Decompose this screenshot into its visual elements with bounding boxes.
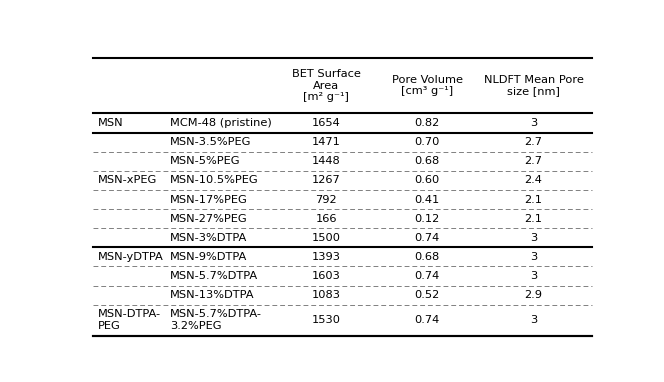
Text: MSN-10.5%PEG: MSN-10.5%PEG xyxy=(171,175,259,185)
Text: 1267: 1267 xyxy=(311,175,341,185)
Text: 2.4: 2.4 xyxy=(525,175,542,185)
Text: 2.1: 2.1 xyxy=(525,194,542,204)
Text: MSN-5%PEG: MSN-5%PEG xyxy=(171,156,241,166)
Text: MSN-9%DTPA: MSN-9%DTPA xyxy=(171,252,248,262)
Text: MSN-5.7%DTPA-
3.2%PEG: MSN-5.7%DTPA- 3.2%PEG xyxy=(171,309,262,331)
Text: 2.1: 2.1 xyxy=(525,214,542,223)
Text: Pore Volume
[cm³ g⁻¹]: Pore Volume [cm³ g⁻¹] xyxy=(392,75,463,96)
Text: 1654: 1654 xyxy=(311,118,341,128)
Text: 1603: 1603 xyxy=(311,271,341,281)
Text: 0.12: 0.12 xyxy=(414,214,440,223)
Text: 2.9: 2.9 xyxy=(525,290,542,300)
Text: 0.70: 0.70 xyxy=(414,137,440,147)
Text: 0.52: 0.52 xyxy=(414,290,440,300)
Text: 792: 792 xyxy=(315,194,337,204)
Text: 0.74: 0.74 xyxy=(414,271,440,281)
Text: MSN-3.5%PEG: MSN-3.5%PEG xyxy=(171,137,252,147)
Text: 0.74: 0.74 xyxy=(414,233,440,243)
Text: NLDFT Mean Pore
size [nm]: NLDFT Mean Pore size [nm] xyxy=(483,75,584,96)
Text: 1393: 1393 xyxy=(311,252,341,262)
Text: 0.82: 0.82 xyxy=(414,118,440,128)
Text: 3: 3 xyxy=(530,252,537,262)
Text: MSN-DTPA-
PEG: MSN-DTPA- PEG xyxy=(98,309,161,331)
Text: 3: 3 xyxy=(530,233,537,243)
Text: 166: 166 xyxy=(315,214,337,223)
Text: MSN-13%DTPA: MSN-13%DTPA xyxy=(171,290,255,300)
Text: 0.68: 0.68 xyxy=(414,156,440,166)
Text: 0.60: 0.60 xyxy=(414,175,440,185)
Text: 3: 3 xyxy=(530,118,537,128)
Text: 3: 3 xyxy=(530,271,537,281)
Text: 1083: 1083 xyxy=(311,290,341,300)
Text: MSN-xPEG: MSN-xPEG xyxy=(98,175,157,185)
Text: MCM-48 (pristine): MCM-48 (pristine) xyxy=(171,118,272,128)
Text: 1471: 1471 xyxy=(311,137,341,147)
Text: 2.7: 2.7 xyxy=(525,137,542,147)
Text: MSN: MSN xyxy=(98,118,123,128)
Text: 0.68: 0.68 xyxy=(414,252,440,262)
Text: MSN-5.7%DTPA: MSN-5.7%DTPA xyxy=(171,271,258,281)
Text: 0.41: 0.41 xyxy=(414,194,440,204)
Text: MSN-yDTPA: MSN-yDTPA xyxy=(98,252,163,262)
Text: 3: 3 xyxy=(530,315,537,325)
Text: BET Surface
Area
[m² g⁻¹]: BET Surface Area [m² g⁻¹] xyxy=(291,69,361,102)
Text: MSN-17%PEG: MSN-17%PEG xyxy=(171,194,248,204)
Text: 1530: 1530 xyxy=(311,315,341,325)
Text: 2.7: 2.7 xyxy=(525,156,542,166)
Text: MSN-27%PEG: MSN-27%PEG xyxy=(171,214,248,223)
Text: 1448: 1448 xyxy=(311,156,341,166)
Text: 0.74: 0.74 xyxy=(414,315,440,325)
Text: 1500: 1500 xyxy=(311,233,341,243)
Text: MSN-3%DTPA: MSN-3%DTPA xyxy=(171,233,248,243)
